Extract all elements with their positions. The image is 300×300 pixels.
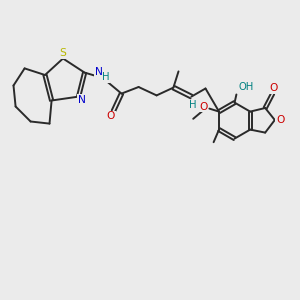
- Text: O: O: [107, 111, 115, 122]
- Text: N: N: [78, 94, 86, 105]
- Text: H: H: [102, 72, 110, 82]
- Text: S: S: [59, 48, 66, 58]
- Text: O: O: [270, 83, 278, 93]
- Text: N: N: [95, 67, 103, 77]
- Text: O: O: [276, 115, 284, 125]
- Text: O: O: [199, 102, 207, 112]
- Text: H: H: [190, 100, 197, 110]
- Text: OH: OH: [238, 82, 254, 92]
